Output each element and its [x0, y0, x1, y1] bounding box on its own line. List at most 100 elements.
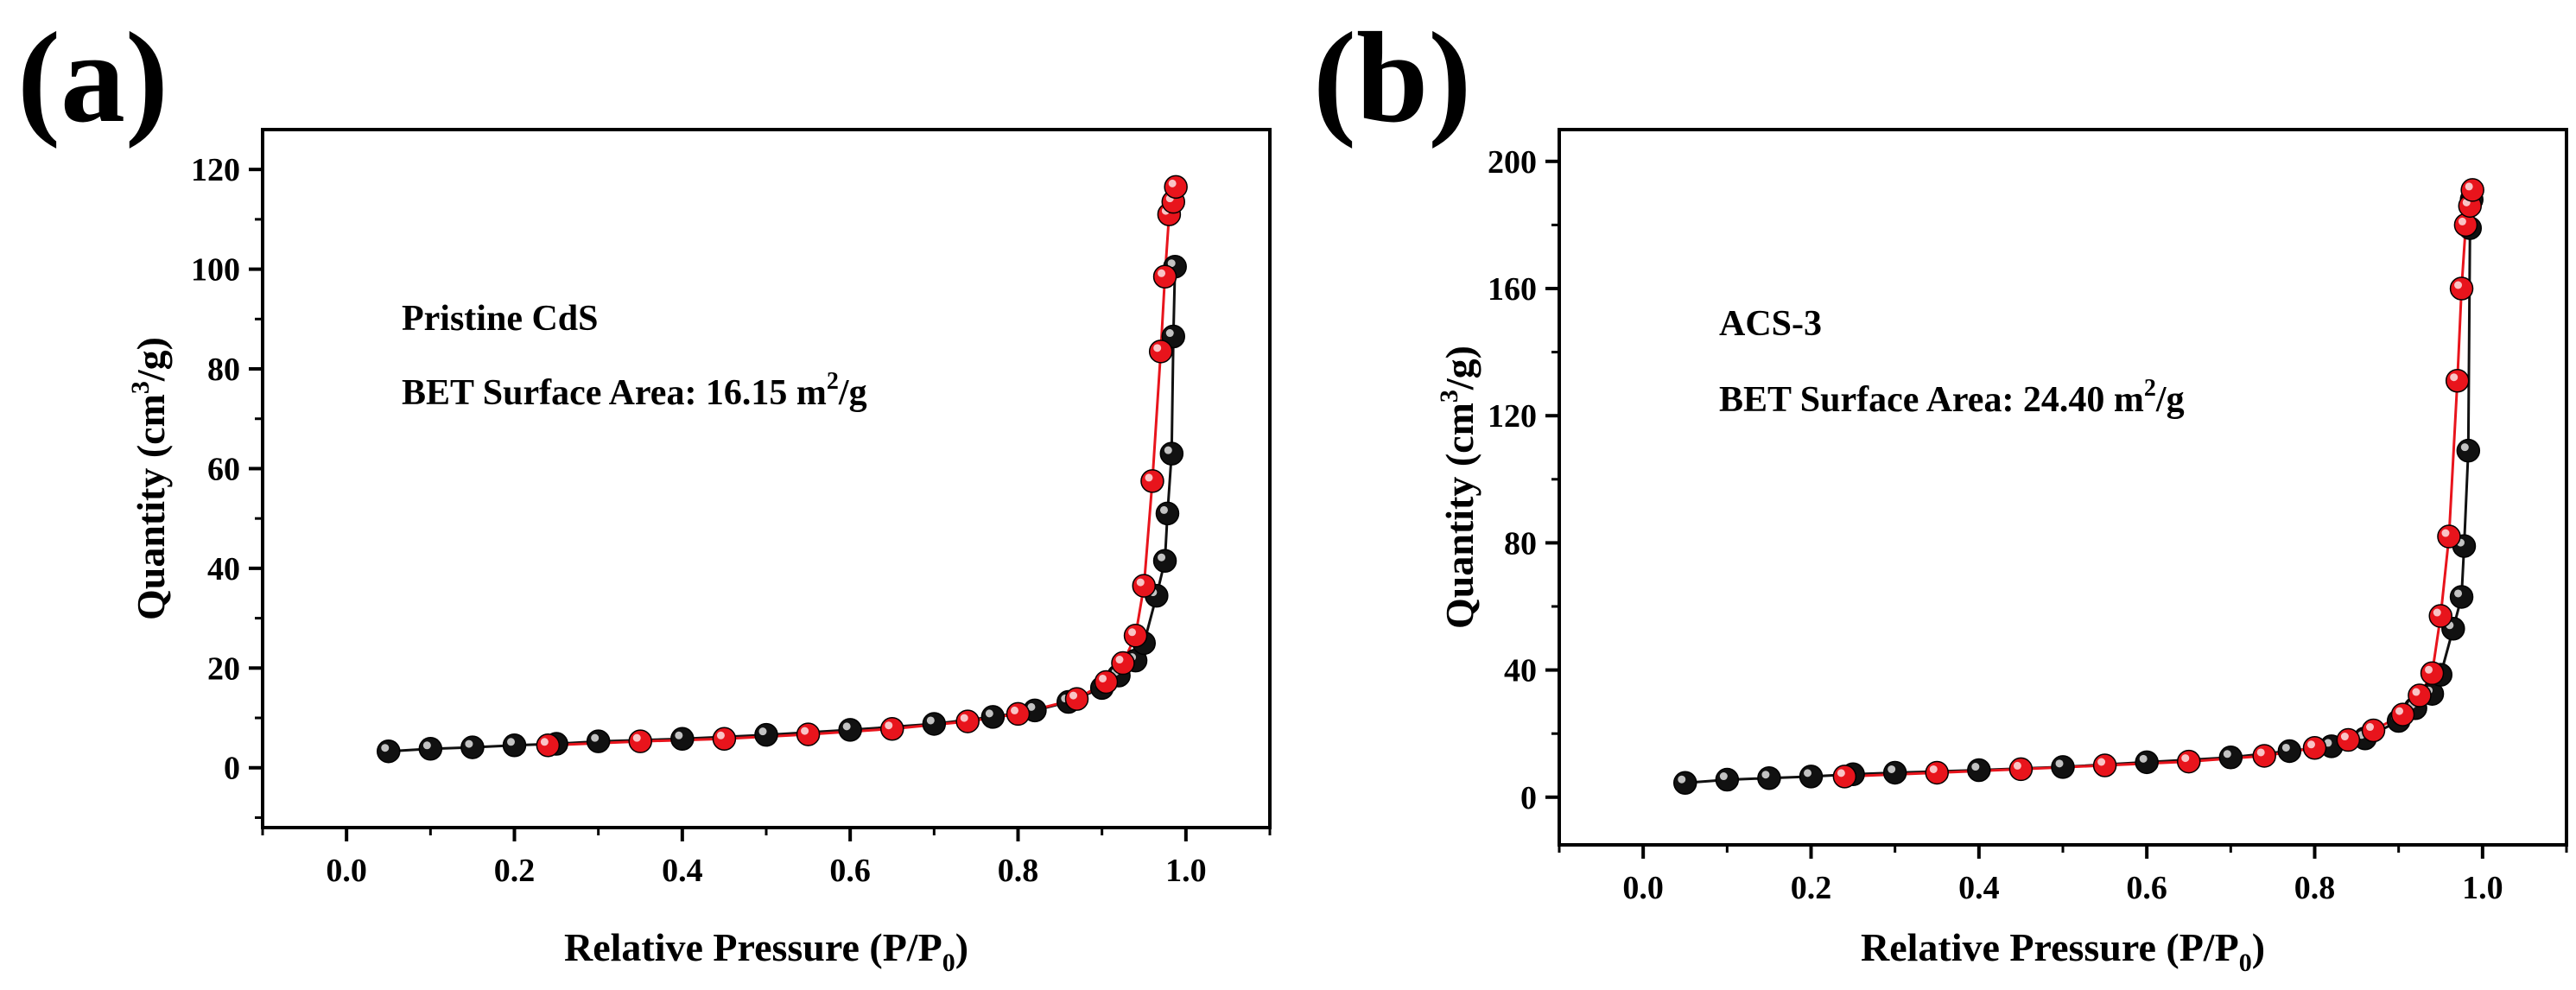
adsorption-point [1799, 765, 1824, 789]
desorption-marker [712, 727, 737, 752]
adsorption-marker [2456, 438, 2481, 463]
panel-label: (b) [1313, 6, 1471, 149]
adsorption-marker-highlight [985, 709, 993, 718]
y-tick-label: 200 [1488, 144, 1537, 181]
desorption-point [2437, 524, 2461, 549]
adsorption-point [1715, 767, 1740, 792]
desorption-point [1164, 175, 1188, 200]
desorption-marker-highlight [2013, 761, 2021, 770]
desorption-marker-highlight [2450, 373, 2459, 382]
adsorption-line [388, 266, 1177, 753]
markers [377, 175, 1188, 764]
plot-frame [1558, 128, 2568, 847]
adsorption-point [754, 722, 778, 747]
adsorption-marker-highlight [1719, 772, 1728, 781]
desorption-marker [880, 716, 904, 741]
adsorption-marker [754, 722, 778, 747]
desorption-marker [2092, 753, 2117, 777]
adsorption-marker-highlight [1165, 329, 1174, 338]
desorption-marker [536, 733, 561, 758]
desorption-point [536, 733, 561, 758]
desorption-point [2252, 744, 2276, 768]
desorption-marker-highlight [1069, 691, 1078, 700]
adsorption-marker [2135, 750, 2159, 775]
desorption-marker [1123, 624, 1148, 648]
bet-annotation: BET Surface Area: 24.40 m2/g [1719, 375, 2185, 420]
desorption-marker-highlight [632, 733, 641, 742]
adsorption-point [2449, 585, 2474, 609]
adsorption-marker-highlight [1888, 765, 1896, 773]
adsorption-marker [418, 737, 443, 761]
desorption-marker-highlight [1011, 706, 1018, 714]
adsorption-point [418, 737, 443, 761]
adsorption-marker-highlight [1027, 702, 1036, 711]
adsorption-marker-highlight [1158, 553, 1166, 562]
desorption-marker-highlight [960, 714, 968, 722]
desorption-point [2177, 749, 2201, 774]
adsorption-point [922, 712, 947, 736]
adsorption-point [2218, 746, 2243, 770]
desorption-line [548, 187, 1177, 747]
desorption-point [880, 716, 904, 741]
adsorption-marker-highlight [1804, 769, 1811, 777]
desorption-marker-highlight [2433, 608, 2441, 617]
x-tick-label: 0.0 [326, 853, 367, 889]
adsorption-point [1882, 760, 1907, 785]
x-axis-title-main: Relative Pressure (P/P [1861, 925, 2239, 969]
desorption-marker [2302, 736, 2327, 760]
adsorption-point [1152, 549, 1177, 573]
desorption-marker [2445, 368, 2470, 393]
desorption-marker [628, 729, 652, 753]
adsorption-marker-highlight [2460, 443, 2469, 452]
desorption-marker-highlight [2412, 688, 2421, 696]
x-axis-title-subscript: 0 [942, 949, 955, 977]
desorption-point [2428, 604, 2452, 628]
adsorption-point [1673, 771, 1697, 795]
adsorption-marker-highlight [1159, 505, 1168, 514]
adsorption-marker [2449, 585, 2474, 609]
y-tick-label: 120 [1488, 398, 1537, 435]
y-tick-label: 100 [191, 252, 240, 289]
x-axis-title-end: ) [2252, 925, 2265, 969]
desorption-point [2092, 753, 2117, 777]
x-tick-label: 0.4 [662, 853, 703, 889]
adsorption-marker-highlight [1164, 446, 1172, 454]
y-axis-title: Quantity (cm3/g) [126, 337, 173, 620]
desorption-marker [1164, 175, 1188, 200]
adsorption-marker-highlight [1761, 771, 1770, 779]
desorption-marker-highlight [2181, 754, 2190, 763]
desorption-point [1832, 765, 1857, 789]
desorption-marker-highlight [2454, 281, 2463, 289]
desorption-marker [2428, 604, 2452, 628]
desorption-point [1006, 701, 1031, 727]
desorption-point [1148, 340, 1173, 364]
adsorption-marker-highlight [758, 727, 767, 736]
adsorption-point [980, 705, 1006, 729]
desorption-marker-highlight [2465, 182, 2473, 191]
y-axis-title-end: /g) [129, 337, 173, 382]
y-tick-label: 120 [191, 152, 240, 188]
adsorption-marker [2051, 755, 2075, 779]
desorption-marker-highlight [2097, 758, 2106, 766]
x-axis-title-subscript: 0 [2239, 949, 2252, 977]
desorption-marker [2252, 744, 2276, 768]
desorption-marker-highlight [1929, 765, 1938, 773]
adsorption-point [2277, 739, 2302, 764]
bet-text: BET Surface Area: 16.15 m [402, 373, 827, 413]
adsorption-marker-highlight [2281, 743, 2290, 752]
desorption-marker [796, 722, 821, 746]
x-axis-title-main: Relative Pressure (P/P [564, 925, 942, 969]
desorption-point [2390, 702, 2415, 727]
desorption-marker [2420, 661, 2445, 686]
adsorption-marker [1159, 441, 1184, 466]
x-tick-label: 0.2 [1791, 870, 1832, 906]
desorption-point [2445, 368, 2470, 393]
adsorption-marker-highlight [2223, 750, 2231, 758]
adsorption-point [1159, 441, 1184, 466]
adsorption-marker [922, 712, 947, 736]
y-tick-label: 20 [207, 650, 240, 687]
x-tick-label: 0.6 [2126, 870, 2167, 906]
bet-superscript: 2 [827, 368, 839, 395]
bet-text: BET Surface Area: 24.40 m [1719, 380, 2144, 420]
